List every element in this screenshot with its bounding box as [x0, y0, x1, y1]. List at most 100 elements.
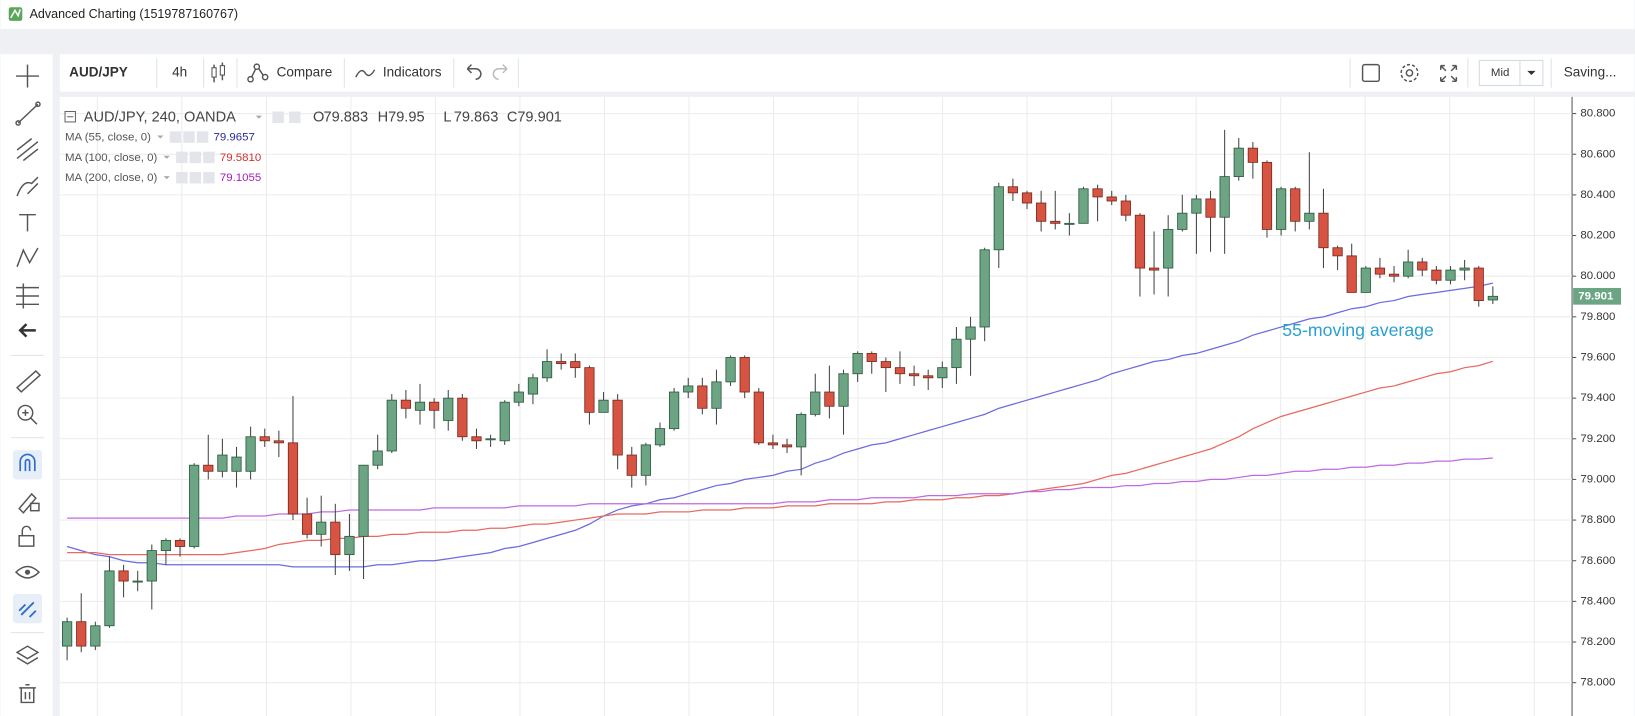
- candle-body: [1050, 220, 1061, 224]
- candle-body: [1346, 255, 1357, 293]
- window-title: Advanced Charting (1519787160767): [30, 7, 239, 21]
- candle-body: [527, 377, 539, 395]
- text-tool[interactable]: [19, 213, 36, 232]
- candle-body: [1064, 222, 1075, 225]
- candle-body: [316, 521, 327, 535]
- compare-icon[interactable]: [247, 63, 269, 83]
- candle-body: [174, 539, 186, 547]
- candle-body: [1163, 229, 1174, 269]
- legend-icon: [189, 171, 202, 184]
- legend-icon: [176, 171, 188, 184]
- price-axis: [1572, 96, 1635, 716]
- y-tick-label: 79.200: [1580, 433, 1615, 445]
- fullscreen-toggle[interactable]: [1361, 63, 1380, 83]
- lock-draw-tool[interactable]: [18, 492, 40, 514]
- candle-body: [62, 621, 73, 647]
- candle-body: [358, 464, 369, 537]
- candle-body: [160, 539, 172, 551]
- candle-body: [640, 444, 651, 476]
- trash-tool[interactable]: [19, 684, 36, 704]
- indicators-button[interactable]: Indicators: [383, 65, 442, 80]
- candle-body: [979, 249, 990, 328]
- crosshair-tool[interactable]: [16, 64, 39, 88]
- candle-body: [894, 367, 906, 375]
- candle-body: [923, 375, 934, 379]
- candle-body: [1318, 212, 1329, 249]
- ohlc-key: H: [378, 110, 389, 126]
- y-tick-label: 78.800: [1580, 514, 1615, 526]
- candle-body: [965, 326, 976, 340]
- candle-body: [330, 521, 341, 556]
- candle-body: [584, 367, 595, 413]
- candle-body: [1092, 188, 1103, 198]
- candle-body: [683, 385, 694, 393]
- symbol-button[interactable]: AUD/JPY: [69, 65, 128, 80]
- back-arrow[interactable]: [18, 323, 36, 338]
- candle-body: [1431, 269, 1442, 281]
- interval-button[interactable]: 4h: [172, 65, 187, 80]
- ohlc-value: 79.901: [517, 110, 562, 126]
- measure-tool[interactable]: [16, 370, 42, 393]
- legend-value: 79.5810: [220, 152, 261, 164]
- ma-line: [67, 360, 1494, 556]
- candle-body: [1487, 295, 1498, 301]
- expand-button[interactable]: [1440, 64, 1458, 83]
- candle-body: [1134, 214, 1146, 269]
- candle-body: [725, 357, 736, 383]
- trend-line-tool[interactable]: [15, 101, 41, 126]
- legend-dropdown: [163, 176, 170, 180]
- collapse-legend[interactable]: [64, 110, 76, 123]
- annotation: 55-moving average: [1282, 320, 1434, 340]
- time-grid: [96, 96, 1535, 716]
- legend-icon[interactable]: [289, 111, 301, 123]
- legend-entry: MA (55, close, 0): [65, 132, 151, 144]
- indicators-icon[interactable]: [355, 69, 376, 78]
- prediction-tool[interactable]: [16, 283, 39, 309]
- last-price-label: 79.901: [1578, 290, 1614, 302]
- candle-body: [1261, 161, 1273, 230]
- candle-body: [852, 352, 863, 375]
- zoom-tool[interactable]: [17, 404, 38, 425]
- chart-style-button[interactable]: [211, 62, 226, 83]
- layers-tool[interactable]: [15, 645, 40, 665]
- magnet-tool[interactable]: [12, 450, 43, 480]
- candle-body: [372, 450, 383, 466]
- settings-button[interactable]: [1400, 63, 1419, 83]
- legend-value: 79.9657: [213, 132, 254, 144]
- candle-body: [1120, 200, 1131, 216]
- legend-dropdown[interactable]: [255, 115, 263, 119]
- candle-body: [1036, 202, 1047, 222]
- redo-button[interactable]: [492, 64, 508, 80]
- y-tick-label: 80.400: [1580, 189, 1615, 201]
- lock-tool[interactable]: [18, 525, 35, 547]
- y-tick-label: 79.800: [1580, 311, 1615, 323]
- visibility-tool[interactable]: [15, 565, 40, 579]
- candle-body: [1332, 247, 1343, 257]
- candle-body: [838, 373, 849, 407]
- candle-body: [499, 401, 510, 442]
- dropdown-arrow: [1527, 70, 1536, 76]
- legend-dropdown: [157, 135, 164, 139]
- candle-body: [203, 464, 214, 472]
- candle-body: [1205, 198, 1216, 218]
- pattern-tool[interactable]: [16, 247, 39, 268]
- candle-body: [753, 391, 764, 444]
- fib-tool[interactable]: [16, 138, 39, 162]
- link-tool[interactable]: [12, 594, 43, 624]
- candle-body: [1276, 188, 1287, 230]
- candle-body: [217, 454, 228, 472]
- undo-button[interactable]: [466, 64, 482, 80]
- legend-icon: [189, 151, 202, 164]
- legend-icon[interactable]: [272, 111, 284, 123]
- candle-body: [993, 186, 1004, 251]
- brush-tool[interactable]: [16, 176, 39, 197]
- candle-body: [951, 338, 962, 369]
- candle-body: [1388, 273, 1400, 277]
- y-tick-label: 78.400: [1580, 595, 1615, 607]
- candle-body: [400, 399, 412, 409]
- y-tick-label: 80.200: [1580, 230, 1615, 242]
- last-price-tag: [1573, 287, 1622, 305]
- price-axis-labels: 78.000 78.200 78.400 78.600 78.800 79.000 79.2…: [1572, 108, 1622, 689]
- candle-body: [1374, 267, 1386, 275]
- compare-button[interactable]: Compare: [277, 65, 333, 80]
